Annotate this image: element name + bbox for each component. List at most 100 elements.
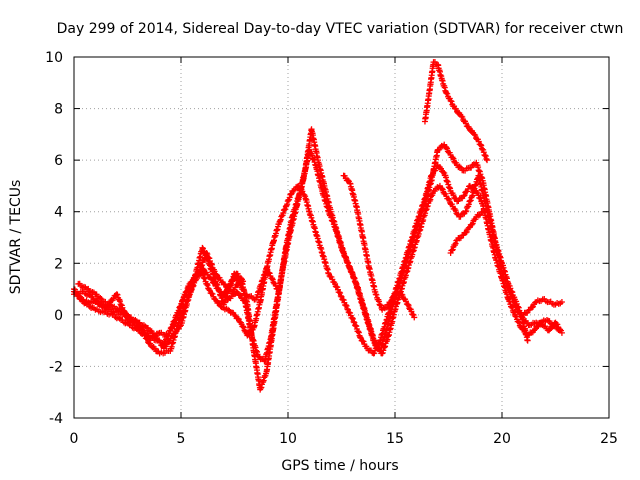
- data-point: [371, 350, 378, 357]
- series-track-f: [421, 59, 491, 164]
- data-point: [144, 336, 151, 343]
- data-point: [438, 165, 445, 172]
- data-point: [110, 295, 117, 302]
- data-point: [448, 98, 455, 105]
- data-point: [450, 155, 457, 162]
- data-point: [167, 328, 174, 335]
- data-point: [477, 195, 484, 202]
- data-point: [452, 207, 459, 214]
- data-point: [97, 295, 104, 302]
- series-track-g: [447, 208, 486, 256]
- data-point: [147, 340, 154, 347]
- data-point: [237, 275, 244, 282]
- data-point: [450, 192, 457, 199]
- data-point: [558, 298, 565, 305]
- data-point: [388, 297, 395, 304]
- data-point: [169, 323, 176, 330]
- y-tick-label: 2: [54, 256, 63, 272]
- data-point: [240, 323, 247, 330]
- data-point: [336, 289, 343, 296]
- data-point: [225, 306, 232, 313]
- data-point: [465, 124, 472, 131]
- data-point: [484, 157, 491, 164]
- data-point: [452, 240, 459, 247]
- y-axis-ticks: -4 -2 0 2 4 6 8 10: [45, 50, 609, 427]
- data-point: [469, 220, 476, 227]
- data-point: [144, 325, 151, 332]
- data-point: [439, 186, 446, 193]
- data-point: [524, 337, 531, 344]
- x-tick-label: 20: [493, 431, 511, 447]
- data-point: [229, 277, 236, 284]
- data-point: [554, 321, 561, 328]
- data-point: [550, 323, 557, 330]
- data-point: [266, 270, 273, 277]
- data-point: [290, 187, 297, 194]
- data-point: [274, 286, 281, 293]
- data-point: [236, 280, 243, 287]
- data-point: [530, 303, 537, 310]
- data-point: [229, 278, 236, 285]
- data-point: [157, 339, 164, 346]
- y-tick-label: 8: [54, 102, 63, 118]
- y-tick-label: 0: [54, 308, 63, 324]
- data-point: [438, 185, 445, 192]
- data-points: [71, 59, 565, 393]
- data-point: [456, 163, 463, 170]
- data-point: [445, 195, 452, 202]
- data-point: [269, 276, 276, 283]
- x-tick-label: 15: [386, 431, 404, 447]
- data-point: [449, 247, 456, 254]
- data-point: [234, 270, 241, 277]
- data-point: [212, 296, 219, 303]
- data-point: [381, 305, 388, 312]
- series-track-d: [71, 244, 281, 357]
- y-tick-label: -4: [49, 411, 63, 427]
- data-point: [153, 333, 160, 340]
- data-point: [349, 315, 356, 322]
- data-point: [446, 196, 453, 203]
- data-point: [75, 292, 82, 299]
- data-point: [463, 228, 470, 235]
- data-point: [468, 221, 475, 228]
- data-point: [557, 326, 564, 333]
- series-track-h: [520, 296, 565, 318]
- x-axis-label: GPS time / hours: [281, 458, 398, 474]
- data-point: [462, 120, 469, 127]
- data-point: [240, 287, 247, 294]
- x-tick-label: 25: [600, 431, 618, 447]
- data-point: [449, 246, 456, 253]
- y-tick-label: 4: [54, 205, 63, 221]
- data-point: [222, 288, 229, 295]
- data-point: [460, 193, 467, 200]
- data-point: [528, 304, 535, 311]
- data-point: [399, 291, 406, 298]
- data-point: [237, 281, 244, 288]
- data-point: [440, 169, 447, 176]
- data-point: [264, 266, 271, 273]
- data-point: [223, 287, 230, 294]
- data-point: [349, 314, 356, 321]
- data-point: [458, 113, 465, 120]
- series-track-b: [71, 141, 531, 365]
- data-point: [471, 131, 478, 138]
- data-point: [515, 318, 522, 325]
- data-point: [350, 318, 357, 325]
- data-point: [205, 286, 212, 293]
- data-point: [143, 335, 150, 342]
- data-point: [443, 145, 450, 152]
- data-point: [408, 308, 415, 315]
- data-point: [163, 341, 170, 348]
- data-point: [337, 290, 344, 297]
- data-point: [337, 292, 344, 299]
- x-axis-ticks: 0 5 10 15 20 25: [70, 57, 618, 447]
- series-track-i: [220, 270, 247, 298]
- data-point: [209, 290, 216, 297]
- data-point: [152, 332, 159, 339]
- plot-frame: [73, 56, 610, 419]
- data-point: [459, 113, 466, 120]
- data-point: [76, 293, 83, 300]
- data-point: [106, 301, 113, 308]
- data-point: [558, 329, 565, 336]
